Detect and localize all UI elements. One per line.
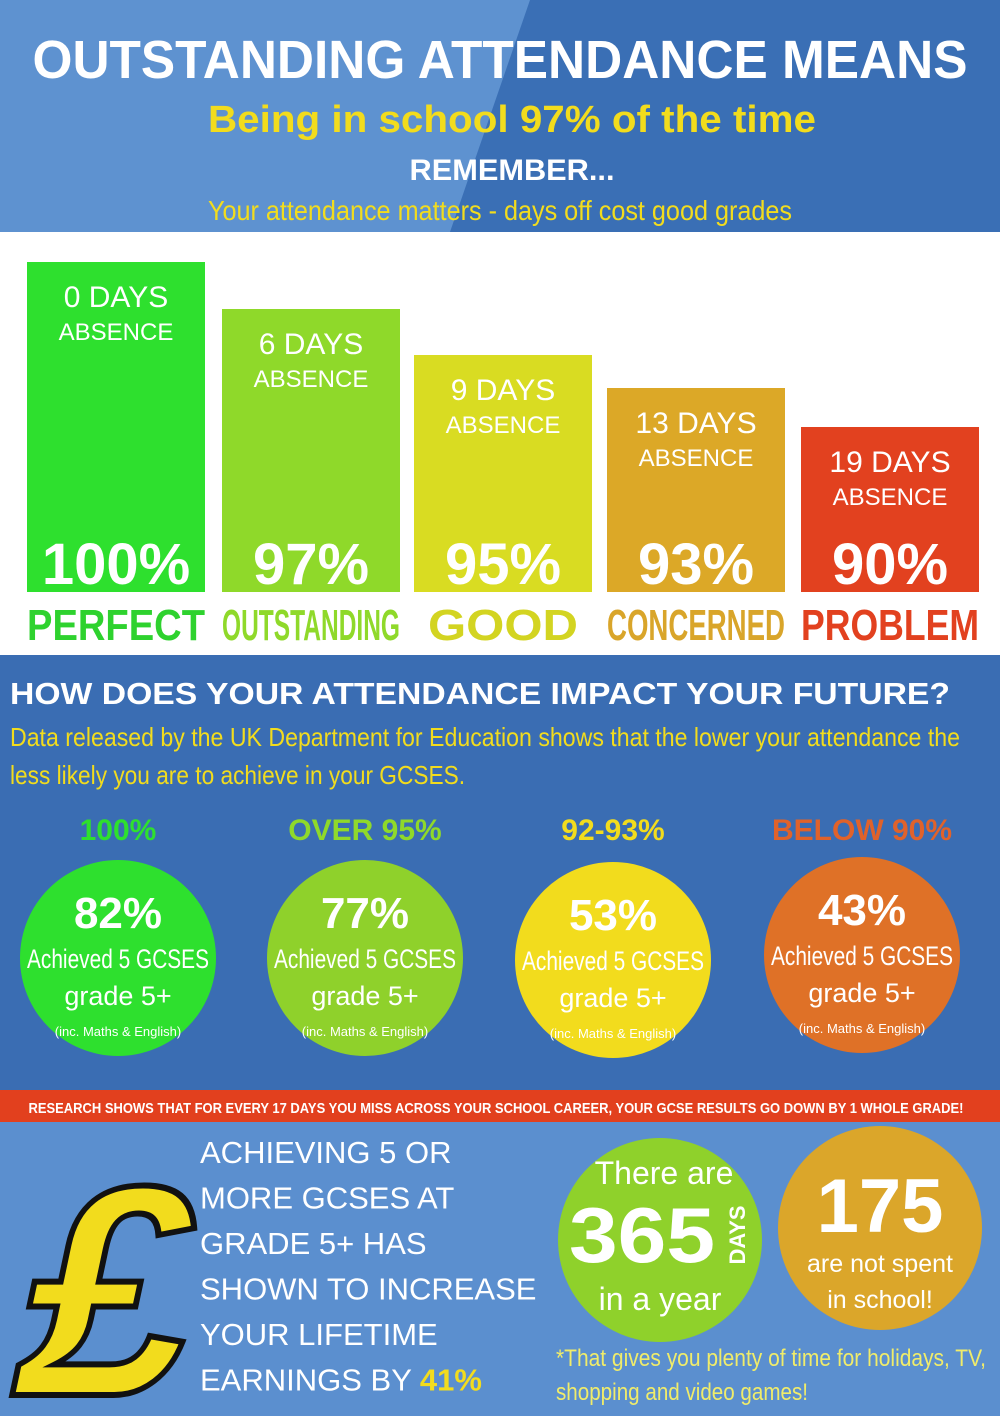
bar-absence: ABSENCE <box>254 366 369 393</box>
bar-days: 6 DAYS <box>259 328 364 361</box>
bar-label: PROBLEM <box>801 601 979 650</box>
earnings-line: ACHIEVING 5 OR <box>200 1135 452 1170</box>
circle-value: 43% <box>818 886 906 935</box>
circle-achieved: Achieved 5 GCSES <box>27 944 209 974</box>
year-unit: DAYS <box>725 1205 750 1264</box>
earnings-line: GRADE 5+ HAS <box>200 1226 427 1261</box>
circle-note: (inc. Maths & English) <box>302 1024 428 1039</box>
circle-grade: grade 5+ <box>311 981 418 1011</box>
bar-percent: 93% <box>638 532 754 597</box>
circle-note: (inc. Maths & English) <box>55 1024 181 1039</box>
earnings-line: EARNINGS BY <box>200 1363 412 1398</box>
circle-value: 77% <box>321 889 409 938</box>
bar <box>222 309 400 592</box>
circle-note: (inc. Maths & English) <box>799 1021 925 1036</box>
earnings-line: YOUR LIFETIME <box>200 1317 438 1352</box>
bar-days: 9 DAYS <box>451 374 556 407</box>
circles: 100% 82% Achieved 5 GCSES grade 5+ (inc. Mat… <box>20 814 960 1058</box>
off-line: in school! <box>827 1286 933 1314</box>
bar-label: CONCERNED <box>607 601 785 650</box>
banner: RESEARCH SHOWS THAT FOR EVERY 17 DAYS YO… <box>29 1100 964 1117</box>
there-are: There are <box>595 1155 734 1191</box>
bar-days: 19 DAYS <box>829 446 950 479</box>
impact-heading: HOW DOES YOUR ATTENDANCE IMPACT YOUR FUT… <box>10 676 950 711</box>
banner-bg <box>0 1090 1000 1122</box>
header-diagonal <box>0 0 530 232</box>
year-circle <box>558 1138 762 1342</box>
title: OUTSTANDING ATTENDANCE MEANS <box>33 30 968 90</box>
bar-label: PERFECT <box>27 601 205 650</box>
footnote: shopping and video games! <box>556 1379 808 1406</box>
bar-absence: ABSENCE <box>59 319 174 346</box>
bar <box>414 355 592 592</box>
circle-achieved: Achieved 5 GCSES <box>771 941 953 971</box>
circle-grade: grade 5+ <box>64 981 171 1011</box>
bar-days: 13 DAYS <box>635 407 756 440</box>
subtitle: Being in school 97% of the time <box>208 99 816 141</box>
tagline: Your attendance matters - days off cost … <box>208 195 792 226</box>
bar-absence: ABSENCE <box>833 484 948 511</box>
impact-text: Data released by the UK Department for E… <box>10 722 960 752</box>
earnings-line: SHOWN TO INCREASE <box>200 1272 536 1307</box>
result-circle <box>20 860 216 1056</box>
bar <box>607 388 785 592</box>
bar-days: 0 DAYS <box>64 281 169 314</box>
bar-percent: 100% <box>42 532 190 597</box>
earnings: ACHIEVING 5 OR MORE GCSES AT GRADE 5+ HAS S… <box>200 1135 536 1398</box>
bar-absence: ABSENCE <box>446 412 561 439</box>
off-circle <box>778 1126 982 1330</box>
circle-value: 82% <box>74 889 162 938</box>
circle-range: OVER 95% <box>288 814 441 847</box>
circle-grade: grade 5+ <box>559 983 666 1013</box>
circle-range: 92-93% <box>561 814 664 847</box>
result-circle <box>764 857 960 1053</box>
circle-achieved: Achieved 5 GCSES <box>274 944 456 974</box>
bar-label: OUTSTANDING <box>222 601 400 650</box>
off-line: are not spent <box>807 1250 953 1278</box>
circle-range: 100% <box>80 814 157 847</box>
off-number: 175 <box>817 1164 944 1249</box>
circle-achieved: Achieved 5 GCSES <box>522 946 704 976</box>
bar-absence: ABSENCE <box>639 445 754 472</box>
bar-percent: 95% <box>445 532 561 597</box>
in-a-year: in a year <box>599 1281 722 1317</box>
earnings-highlight: 41% <box>420 1363 482 1398</box>
bar-percent: 90% <box>832 532 948 597</box>
circle-range: BELOW 90% <box>772 814 952 847</box>
circle-note: (inc. Maths & English) <box>550 1026 676 1041</box>
circle-value: 53% <box>569 891 657 940</box>
bar-label: GOOD <box>428 601 578 650</box>
impact-text: less likely you are to achieve in your G… <box>10 760 465 790</box>
earnings-line: MORE GCSES AT <box>200 1181 454 1216</box>
footnote: *That gives you plenty of time for holid… <box>556 1345 986 1372</box>
remember: REMEMBER... <box>410 154 615 187</box>
circle-grade: grade 5+ <box>808 978 915 1008</box>
result-circle <box>267 860 463 1056</box>
result-circle <box>515 862 711 1058</box>
bars: 0 DAYS ABSENCE 100%PERFECT 6 DAYS ABSENCE 97%… <box>27 262 979 650</box>
bar-percent: 97% <box>253 532 369 597</box>
year-number: 365 <box>569 1191 715 1279</box>
bar <box>27 262 205 592</box>
bar <box>801 427 979 592</box>
